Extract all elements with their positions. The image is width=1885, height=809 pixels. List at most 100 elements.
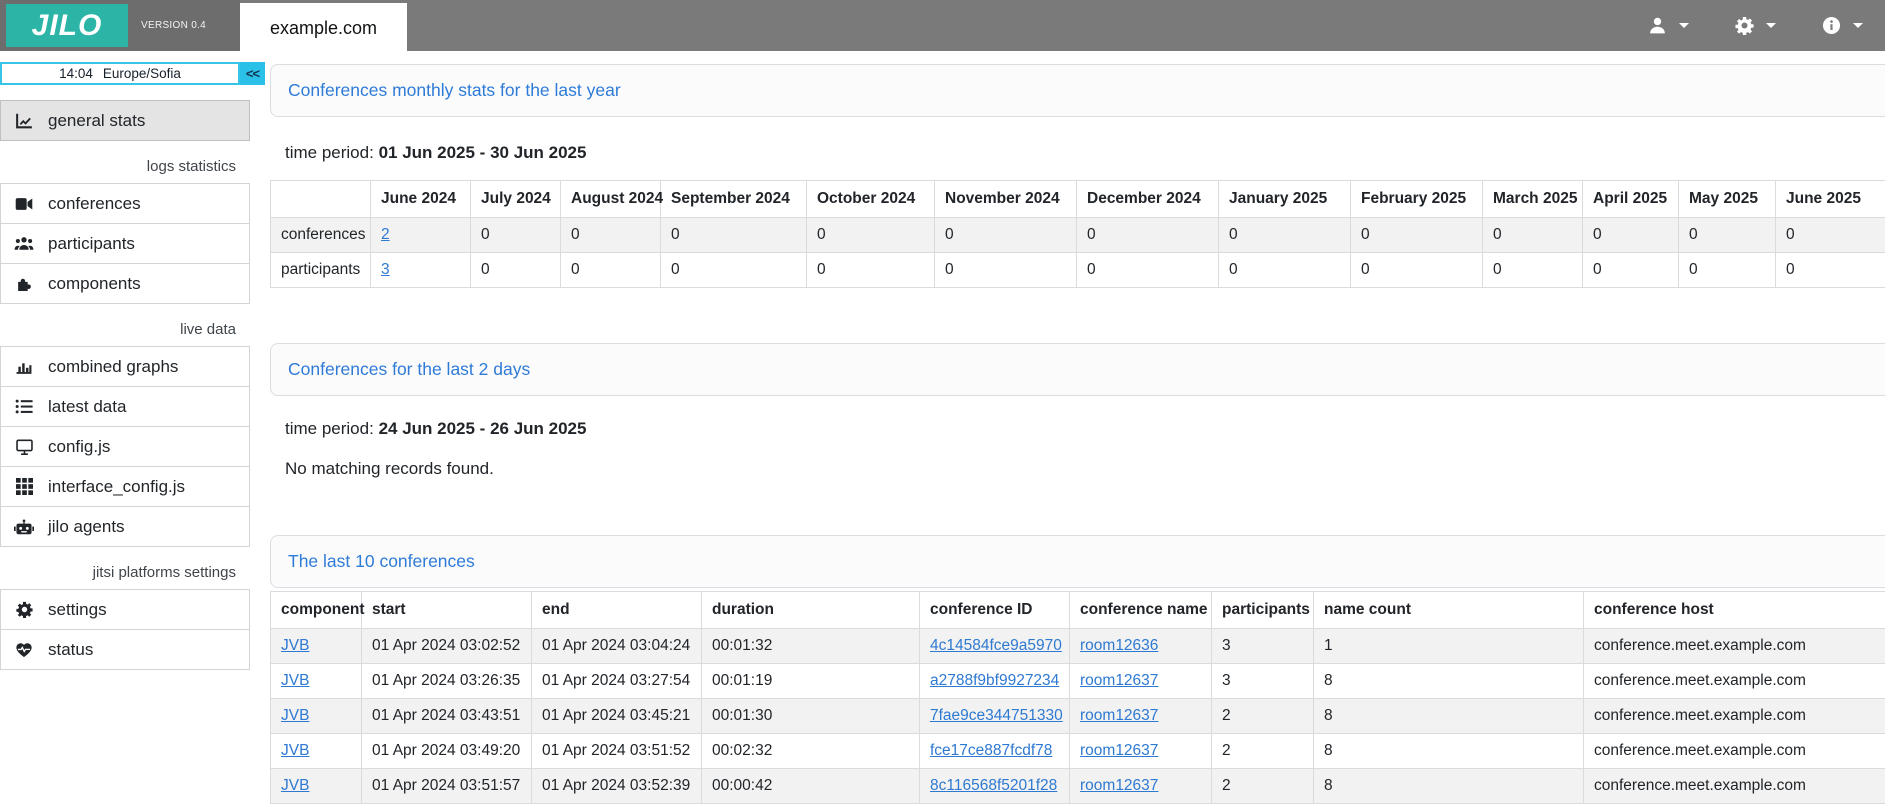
monitor-icon <box>13 438 35 455</box>
stat-cell: 0 <box>1482 252 1583 288</box>
info-icon <box>1822 16 1841 35</box>
info-menu-dropdown[interactable] <box>1822 16 1863 35</box>
col-header: start <box>361 591 532 629</box>
component-link[interactable]: JVB <box>281 707 310 724</box>
sidebar-item-label: components <box>48 273 141 293</box>
conference-host-cell: conference.meet.example.com <box>1583 733 1885 769</box>
end-cell: 01 Apr 2024 03:27:54 <box>531 663 702 699</box>
stat-cell: 0 <box>934 252 1077 288</box>
sidebar-menu: general stats logs statistics conference… <box>0 100 265 670</box>
col-header: conference host <box>1583 591 1885 629</box>
platform-tab[interactable]: example.com <box>240 3 408 53</box>
time-period-value: 24 Jun 2025 - 26 Jun 2025 <box>378 419 587 438</box>
component-link[interactable]: JVB <box>281 777 310 794</box>
sidebar-collapse-button[interactable]: << <box>240 62 265 85</box>
chevron-down-icon <box>1766 23 1776 28</box>
participants-cell: 2 <box>1211 733 1314 769</box>
conference-id-link[interactable]: a2788f9bf9927234 <box>930 672 1060 689</box>
time-period-label: time period: <box>285 419 374 438</box>
sidebar-item-config-js[interactable]: config.js <box>0 426 250 467</box>
video-camera-icon <box>13 197 35 211</box>
sidebar-item-components[interactable]: components <box>0 263 250 304</box>
last-10-conferences-title[interactable]: The last 10 conferences <box>288 551 475 571</box>
sidebar-item-label: status <box>48 639 94 659</box>
component-link[interactable]: JVB <box>281 637 310 654</box>
stat-cell: 0 <box>1582 217 1679 253</box>
conference-id-link[interactable]: 7fae9ce344751330 <box>930 707 1063 724</box>
col-header: April 2025 <box>1582 180 1679 218</box>
conference-id-link[interactable]: 4c14584fce9a5970 <box>930 637 1062 654</box>
conference-name-link[interactable]: room12636 <box>1080 637 1159 654</box>
last-10-conferences-table: component start end duration conference … <box>270 591 1885 804</box>
user-menu-dropdown[interactable] <box>1648 16 1689 35</box>
sidebar-item-status[interactable]: status <box>0 629 250 670</box>
conference-name-link[interactable]: room12637 <box>1080 742 1159 759</box>
duration-cell: 00:02:32 <box>701 733 920 769</box>
gear-icon <box>1735 16 1754 35</box>
stat-link[interactable]: 3 <box>381 261 390 278</box>
time-period-label: time period: <box>285 143 374 162</box>
gear-icon <box>13 601 35 618</box>
stat-cell: 0 <box>1678 217 1776 253</box>
participants-cell: 2 <box>1211 768 1314 804</box>
conference-name-link[interactable]: room12637 <box>1080 777 1159 794</box>
sidebar-item-combined-graphs[interactable]: combined graphs <box>0 346 250 387</box>
settings-menu-dropdown[interactable] <box>1735 16 1776 35</box>
sidebar-item-jilo-agents[interactable]: jilo agents <box>0 506 250 547</box>
conference-name-link[interactable]: room12637 <box>1080 672 1159 689</box>
sidebar-section-logs-statistics: logs statistics <box>146 158 236 175</box>
duration-cell: 00:01:19 <box>701 663 920 699</box>
table-row: JVB 01 Apr 2024 03:26:35 01 Apr 2024 03:… <box>270 663 1885 699</box>
sidebar-section-live-data: live data <box>180 321 236 338</box>
sidebar-item-participants[interactable]: participants <box>0 223 250 264</box>
start-cell: 01 Apr 2024 03:02:52 <box>361 628 532 664</box>
sidebar-item-label: general stats <box>48 110 146 130</box>
sidebar-item-interface-config-js[interactable]: interface_config.js <box>0 466 250 507</box>
sidebar-item-general-stats[interactable]: general stats <box>0 100 250 141</box>
sidebar-item-conferences[interactable]: conferences <box>0 183 250 224</box>
sidebar-item-label: jilo agents <box>48 516 125 536</box>
topbar-spacer <box>407 0 1648 51</box>
stat-cell: 0 <box>934 217 1077 253</box>
participants-cell: 3 <box>1211 663 1314 699</box>
col-header: participants <box>1211 591 1314 629</box>
main-content: Conferences monthly stats for the last y… <box>265 51 1885 804</box>
monthly-stats-table: June 2024 July 2024 August 2024 Septembe… <box>270 180 1885 288</box>
component-link[interactable]: JVB <box>281 742 310 759</box>
sidebar-item-latest-data[interactable]: latest data <box>0 386 250 427</box>
end-cell: 01 Apr 2024 03:04:24 <box>531 628 702 664</box>
table-row: JVB 01 Apr 2024 03:02:52 01 Apr 2024 03:… <box>270 628 1885 664</box>
chart-line-icon <box>13 112 35 130</box>
name-count-cell: 8 <box>1313 768 1584 804</box>
col-header: duration <box>701 591 920 629</box>
start-cell: 01 Apr 2024 03:51:57 <box>361 768 532 804</box>
timebar: 14:04 Europe/Sofia << <box>0 62 265 85</box>
stat-cell: 0 <box>470 252 561 288</box>
stat-link[interactable]: 2 <box>381 226 390 243</box>
conference-id-link[interactable]: 8c116568f5201f28 <box>930 777 1058 794</box>
sidebar-item-settings[interactable]: settings <box>0 589 250 630</box>
version-label: VERSION 0.4 <box>141 20 206 31</box>
conference-id-link[interactable]: fce17ce887fcdf78 <box>930 742 1053 759</box>
monthly-stats-title[interactable]: Conferences monthly stats for the last y… <box>288 80 621 100</box>
last-2-days-title[interactable]: Conferences for the last 2 days <box>288 359 531 379</box>
table-row: JVB 01 Apr 2024 03:43:51 01 Apr 2024 03:… <box>270 698 1885 734</box>
component-link[interactable]: JVB <box>281 672 310 689</box>
duration-cell: 00:01:30 <box>701 698 920 734</box>
grid-icon <box>13 478 35 495</box>
col-header: January 2025 <box>1218 180 1351 218</box>
stat-cell: 0 <box>470 217 561 253</box>
stat-cell: 0 <box>660 217 807 253</box>
duration-cell: 00:01:32 <box>701 628 920 664</box>
last-2-days-card-header: Conferences for the last 2 days <box>270 343 1885 396</box>
col-header: August 2024 <box>560 180 663 218</box>
bar-chart-icon <box>13 358 35 375</box>
row-label: participants <box>270 252 371 288</box>
name-count-cell: 8 <box>1313 663 1584 699</box>
last-10-conferences-card-header: The last 10 conferences <box>270 535 1885 588</box>
stat-cell: 0 <box>560 217 661 253</box>
name-count-cell: 1 <box>1313 628 1584 664</box>
col-header: July 2024 <box>470 180 561 218</box>
conference-name-link[interactable]: room12637 <box>1080 707 1159 724</box>
sidebar-item-label: participants <box>48 233 135 253</box>
